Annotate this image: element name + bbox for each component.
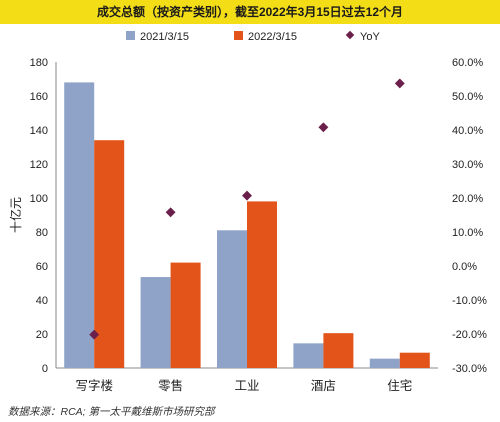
y2-tick-label: 40.0% [452, 125, 483, 137]
bar [293, 343, 324, 368]
y2-tick-label: 60.0% [452, 57, 483, 69]
bar [217, 230, 247, 368]
y-tick-label: 0 [42, 363, 48, 375]
yoy-marker [318, 122, 329, 133]
legend-swatch [234, 31, 243, 40]
y-tick-label: 120 [30, 159, 48, 171]
yoy-marker [242, 190, 252, 201]
x-tick-label: 工业 [234, 379, 259, 393]
y2-tick-label: -20.0% [452, 329, 487, 341]
y2-tick-label: -30.0% [452, 363, 487, 375]
legend-label: 2022/3/15 [248, 31, 297, 43]
bar [399, 352, 430, 368]
bar [140, 277, 171, 368]
x-tick-label: 酒店 [311, 379, 336, 393]
yoy-marker [394, 78, 405, 89]
y2-tick-label: 20.0% [452, 193, 483, 205]
yoy-marker [165, 207, 176, 218]
x-tick-label: 写字楼 [75, 378, 113, 393]
bar [369, 358, 400, 368]
bar [247, 201, 277, 368]
y-tick-label: 160 [30, 91, 48, 103]
y-tick-label: 140 [30, 125, 48, 137]
chart-title: 成交总额（按资产类别），截至2022年3月15日过去12个月 [0, 0, 500, 24]
y2-tick-label: 30.0% [452, 159, 483, 171]
y-tick-label: 100 [30, 193, 48, 205]
bar [64, 82, 95, 369]
y2-tick-label: 10.0% [452, 227, 483, 239]
y2-tick-label: -10.0% [452, 295, 487, 307]
source-note: 数据来源：RCA; 第一太平戴维斯市场研究部 [8, 406, 215, 418]
y-tick-label: 180 [30, 57, 48, 69]
x-tick-label: 住宅 [387, 378, 412, 393]
x-tick-label: 零售 [158, 378, 183, 393]
legend-label: 2021/3/15 [140, 31, 189, 43]
bar [323, 333, 354, 368]
y2-tick-label: 0.0% [452, 261, 477, 273]
legend-marker [345, 30, 355, 40]
y-tick-label: 80 [36, 227, 48, 239]
y-axis-label: 十亿元 [8, 197, 23, 233]
y-tick-label: 20 [36, 329, 48, 341]
bar [94, 140, 125, 368]
legend-swatch [126, 31, 135, 40]
y-tick-label: 40 [36, 295, 48, 307]
y-tick-label: 60 [36, 261, 48, 273]
y2-tick-label: 50.0% [452, 91, 483, 103]
bar [170, 262, 201, 368]
legend-label: YoY [360, 31, 380, 43]
